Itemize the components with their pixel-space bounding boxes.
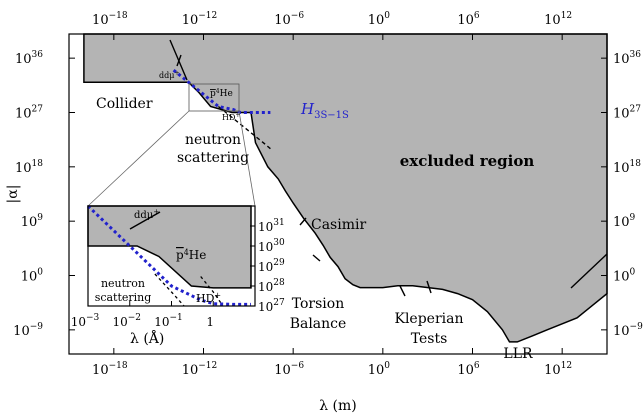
inset-axis-ticks: 10−3 10−2 10−1 1 1031 1030 1029 1028 1027 bbox=[71, 218, 285, 329]
llr-label: LLR bbox=[503, 346, 533, 362]
inset-h3s1s-line bbox=[86, 204, 251, 306]
inset-y-tick-label: 1028 bbox=[258, 278, 285, 294]
inset-y-tick-label: 1027 bbox=[258, 298, 285, 314]
inset-x-tick-label: 10−3 bbox=[71, 313, 100, 329]
x-tick-label-top: 10−12 bbox=[182, 11, 218, 28]
y-tick-label: 1036 bbox=[15, 50, 43, 67]
x-tick-label: 10−6 bbox=[274, 361, 304, 378]
x-tick-label: 10−12 bbox=[182, 361, 218, 378]
x-tick-label: 1012 bbox=[544, 361, 572, 378]
y-tick-label-right: 109 bbox=[613, 213, 636, 230]
hd-label-main: HD+ bbox=[222, 112, 240, 123]
ddmu-label-main: ddμ+ bbox=[159, 70, 179, 81]
y-tick-label: 1027 bbox=[15, 104, 43, 121]
inset-ddmu-line bbox=[129, 211, 161, 230]
collider-label: Collider bbox=[96, 96, 153, 112]
x-tick-label: 106 bbox=[457, 361, 480, 378]
zoom-line-left bbox=[87, 110, 190, 207]
scattering-label: scattering bbox=[177, 150, 249, 166]
y-tick-label: 1018 bbox=[15, 159, 43, 176]
x-tick-label-top: 10−18 bbox=[92, 11, 128, 28]
y-tick-label-right: 1027 bbox=[613, 104, 641, 121]
y-tick-label: 100 bbox=[21, 268, 44, 285]
inset-excluded-region bbox=[87, 205, 252, 289]
h3s1s-line bbox=[172, 69, 271, 114]
inset-x-tick-label: 10−2 bbox=[112, 313, 141, 329]
x-tick-label-top: 10−6 bbox=[274, 11, 304, 28]
excluded-region-label: excluded region bbox=[400, 152, 535, 170]
y-tick-label-right: 1018 bbox=[613, 159, 641, 176]
kleperian-label: Kleperian bbox=[394, 311, 463, 327]
dashed-limit-line bbox=[217, 105, 271, 150]
inset-dashed-line-1 bbox=[154, 273, 185, 307]
torsion-label: Torsion bbox=[292, 296, 344, 312]
inset-y-tick-label: 1031 bbox=[258, 218, 285, 234]
balance-label: Balance bbox=[290, 316, 347, 332]
x-tick-label-top: 100 bbox=[368, 11, 391, 28]
boundary-kinks bbox=[169, 39, 608, 297]
casimir-label: Casimir bbox=[311, 217, 366, 233]
inset-pbarhe-label: p4He bbox=[176, 248, 206, 263]
inset-x-axis-label: λ (Å) bbox=[130, 329, 164, 347]
y-tick-label-right: 1036 bbox=[613, 50, 641, 67]
zoom-line-right bbox=[238, 110, 256, 207]
inset-neutron-label: neutron bbox=[101, 277, 145, 290]
y-tick-label-right: 100 bbox=[613, 268, 636, 285]
y-tick-label-right: 10−9 bbox=[613, 322, 643, 339]
main-axis-ticks: 10−18 10−18 10−12 10−12 10−6 10−6 100 100 106 106… bbox=[13, 11, 643, 378]
inset-x-tick-label: 1 bbox=[206, 315, 214, 329]
neutron-label: neutron bbox=[185, 132, 241, 148]
inset-ddmu-label: ddμ+ bbox=[134, 208, 159, 221]
x-tick-label-top: 106 bbox=[457, 11, 480, 28]
inset-x-tick-label: 10−1 bbox=[154, 313, 183, 329]
excluded-region bbox=[83, 33, 608, 343]
x-tick-label: 100 bbox=[368, 361, 391, 378]
inset-dashed-line-2 bbox=[200, 276, 222, 303]
x-axis-label: λ (m) bbox=[319, 398, 357, 414]
plot-frame bbox=[68, 33, 608, 355]
inset-y-tick-label: 1030 bbox=[258, 238, 285, 254]
zoom-box bbox=[188, 83, 240, 112]
x-tick-label: 10−18 bbox=[92, 361, 128, 378]
inset-y-tick-label: 1029 bbox=[258, 258, 285, 274]
tests-label: Tests bbox=[411, 331, 448, 347]
pbarhe-label-main: p4He bbox=[210, 88, 233, 100]
inset-hd-label: HD+ bbox=[196, 291, 221, 306]
y-tick-label: 10−9 bbox=[13, 322, 43, 339]
y-axis-label: |α| bbox=[5, 185, 21, 204]
x-tick-label-top: 1012 bbox=[544, 11, 572, 28]
inset-scattering-label: scattering bbox=[95, 291, 152, 304]
y-tick-label: 109 bbox=[21, 213, 44, 230]
h3s1s-label: H3S−1S bbox=[300, 100, 349, 121]
